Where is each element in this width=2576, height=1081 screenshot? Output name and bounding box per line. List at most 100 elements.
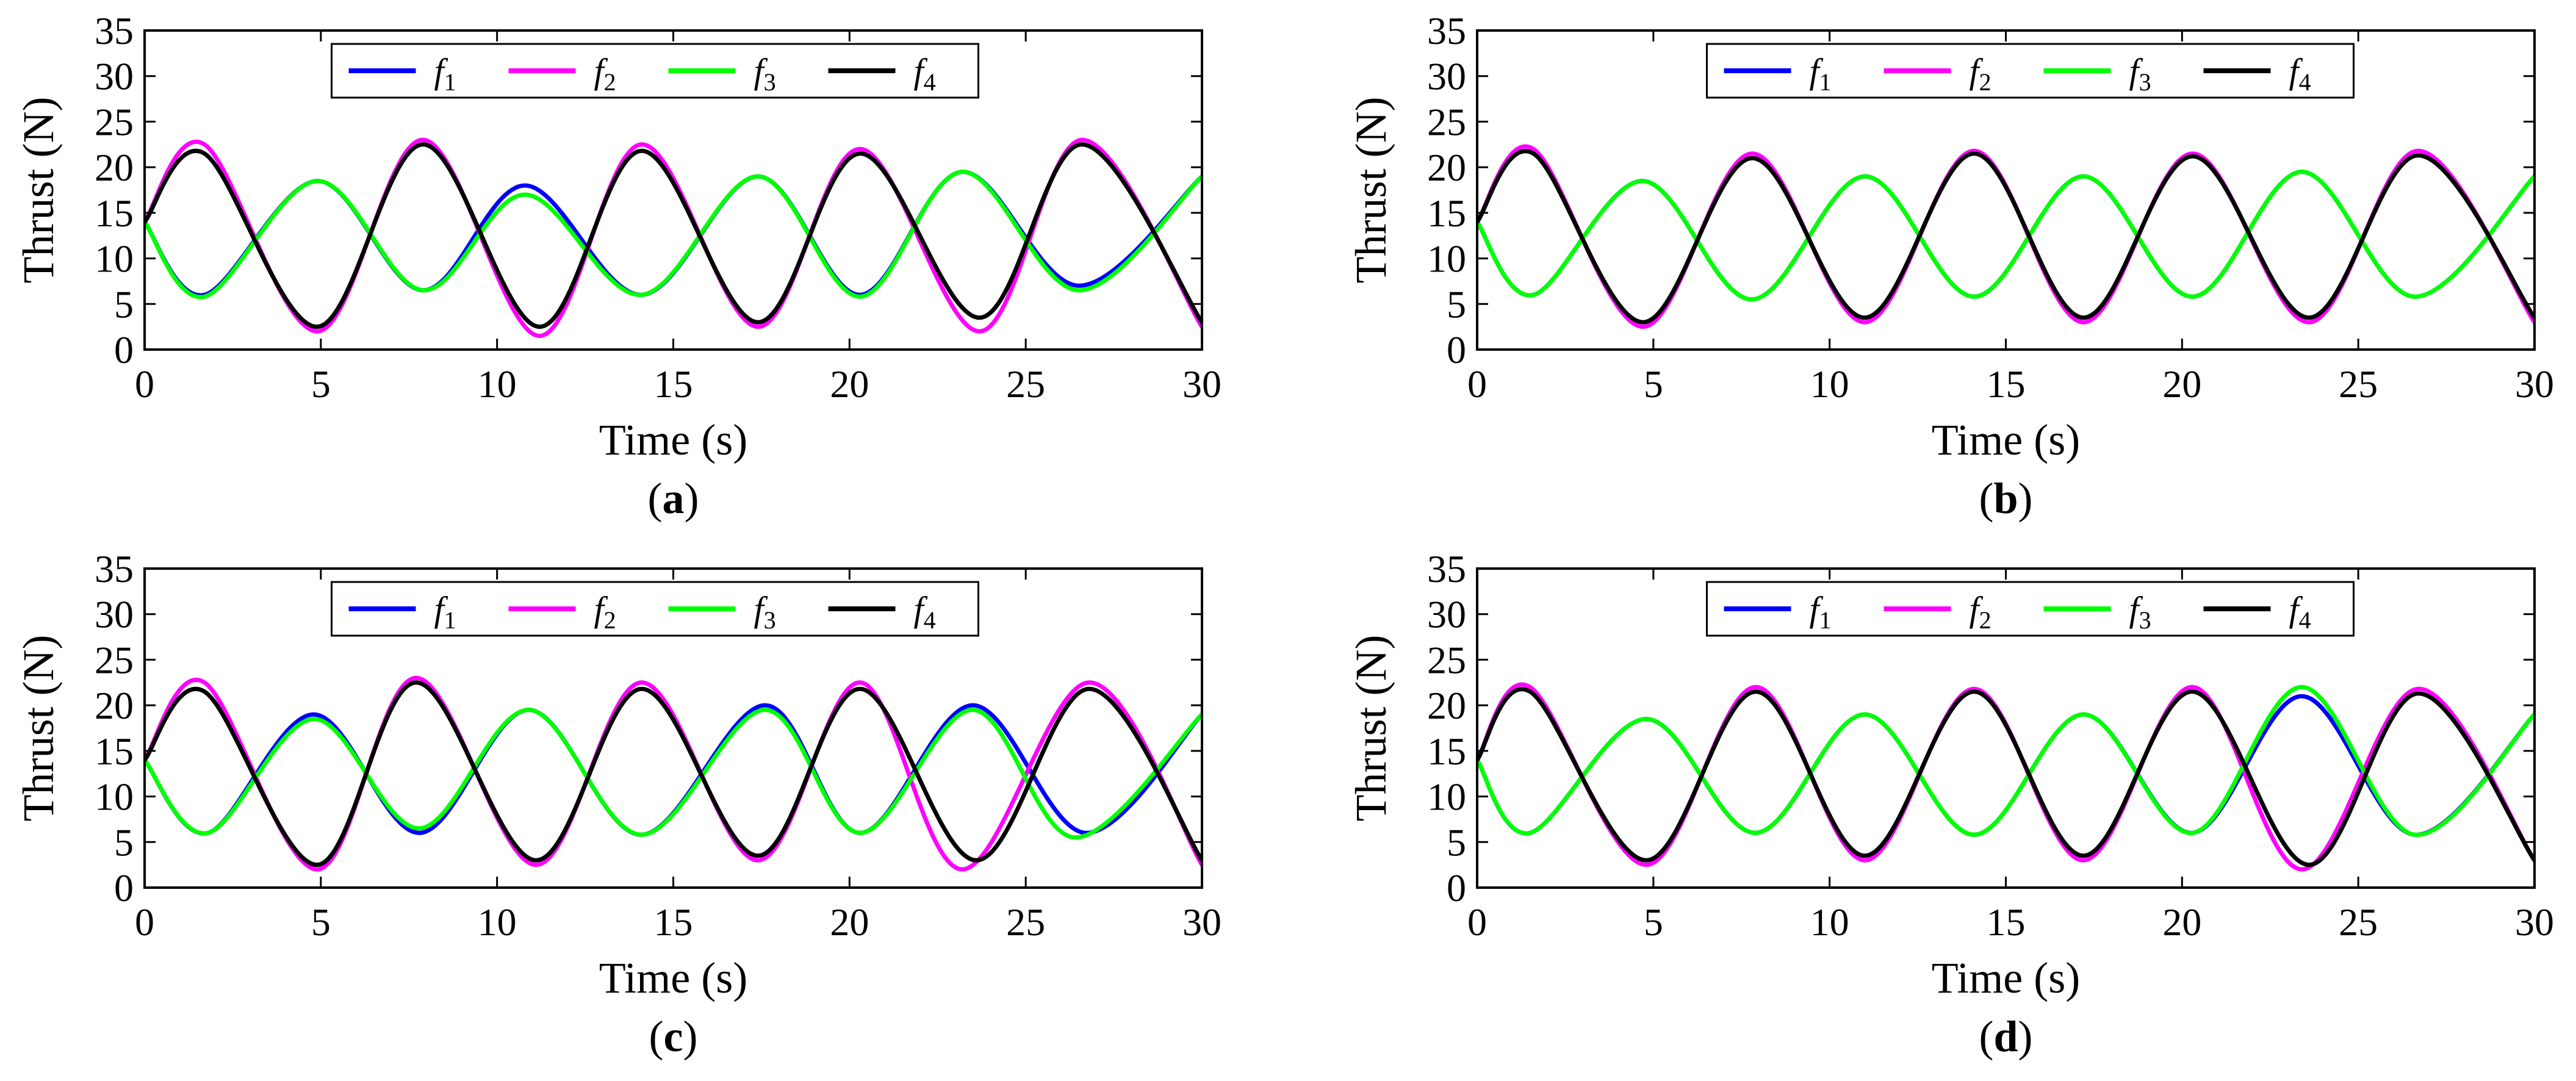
x-tick-label: 15 bbox=[1987, 900, 2026, 944]
y-tick-label: 15 bbox=[95, 192, 134, 235]
legend-box bbox=[331, 581, 979, 637]
x-axis-title: Time (s) bbox=[1932, 415, 2080, 464]
x-tick-label: 10 bbox=[1810, 362, 1849, 406]
x-tick-label: 5 bbox=[1644, 900, 1663, 944]
x-axis-title: Time (s) bbox=[599, 415, 747, 464]
legend-label-f1: f1 bbox=[1810, 51, 1832, 96]
series-line-f1 bbox=[1477, 694, 2535, 837]
x-tick-label: 25 bbox=[1006, 900, 1045, 944]
y-tick-label: 20 bbox=[95, 684, 134, 727]
y-tick-label: 10 bbox=[1427, 237, 1466, 281]
series-line-f2 bbox=[1477, 145, 2535, 329]
y-tick-label: 35 bbox=[1427, 9, 1466, 52]
y-tick-label: 20 bbox=[1427, 146, 1466, 189]
x-tick-label: 5 bbox=[311, 362, 331, 406]
series-group bbox=[145, 675, 1202, 872]
x-tick-label: 25 bbox=[1006, 362, 1045, 406]
y-tick-label: 15 bbox=[95, 730, 134, 773]
y-tick-label: 10 bbox=[1427, 775, 1466, 819]
series-group bbox=[1477, 683, 2535, 872]
x-tick-label: 10 bbox=[478, 900, 517, 944]
y-tick-label: 30 bbox=[1427, 593, 1466, 636]
x-tick-label: 20 bbox=[830, 900, 869, 944]
y-tick-label: 25 bbox=[95, 100, 134, 143]
panel-caption: (a) bbox=[648, 474, 699, 523]
series-line-f4 bbox=[1477, 149, 2535, 325]
y-axis-title: Thrust (N) bbox=[14, 635, 63, 822]
y-tick-label: 20 bbox=[95, 146, 134, 189]
x-tick-label: 25 bbox=[2339, 362, 2378, 406]
x-tick-label: 25 bbox=[2339, 900, 2378, 944]
series-line-f4 bbox=[145, 680, 1202, 867]
x-tick-label: 10 bbox=[478, 362, 517, 406]
series-line-f3 bbox=[1477, 684, 2535, 837]
x-tick-label: 30 bbox=[1182, 900, 1221, 944]
y-tick-label: 15 bbox=[1427, 730, 1466, 773]
y-tick-label: 35 bbox=[1427, 547, 1466, 591]
x-tick-label: 15 bbox=[654, 900, 693, 944]
y-tick-label: 30 bbox=[95, 593, 134, 636]
x-tick-label: 20 bbox=[2162, 900, 2201, 944]
y-axis-title: Thrust (N) bbox=[1347, 635, 1395, 822]
legend: f1 f2 f3 f4 bbox=[331, 43, 979, 99]
series-group bbox=[1477, 145, 2535, 329]
series-line-f4 bbox=[1477, 687, 2535, 867]
series-line-f2 bbox=[1477, 683, 2535, 872]
x-tick-label: 15 bbox=[654, 362, 693, 406]
x-tick-label: 20 bbox=[830, 362, 869, 406]
panel-caption: (d) bbox=[1979, 1012, 2032, 1061]
y-tick-label: 5 bbox=[114, 282, 134, 326]
legend: f1 f2 f3 f4 bbox=[1706, 43, 2355, 99]
series-line-f3 bbox=[145, 170, 1202, 300]
y-tick-label: 5 bbox=[114, 821, 134, 864]
y-tick-label: 0 bbox=[114, 328, 134, 372]
y-tick-label: 35 bbox=[95, 9, 134, 52]
y-tick-label: 35 bbox=[95, 547, 134, 591]
y-tick-label: 5 bbox=[1447, 282, 1466, 326]
series-line-f4 bbox=[145, 142, 1202, 329]
y-tick-label: 30 bbox=[95, 55, 134, 98]
y-tick-label: 20 bbox=[1427, 684, 1466, 727]
x-tick-label: 0 bbox=[135, 900, 154, 944]
y-tick-label: 10 bbox=[95, 237, 134, 281]
y-tick-label: 15 bbox=[1427, 192, 1466, 235]
y-axis-title: Thrust (N) bbox=[1347, 97, 1395, 284]
series-line-f1 bbox=[145, 170, 1202, 298]
y-tick-label: 10 bbox=[95, 775, 134, 819]
x-tick-label: 20 bbox=[2162, 362, 2201, 406]
series-group bbox=[145, 137, 1202, 339]
series-line-f2 bbox=[145, 675, 1202, 872]
x-tick-label: 10 bbox=[1810, 900, 1849, 944]
x-tick-label: 30 bbox=[1182, 362, 1221, 406]
x-tick-label: 5 bbox=[311, 900, 331, 944]
y-tick-label: 5 bbox=[1447, 821, 1466, 864]
x-tick-label: 0 bbox=[1467, 362, 1487, 406]
legend: f1 f2 f3 f4 bbox=[331, 581, 979, 637]
x-tick-label: 5 bbox=[1644, 362, 1663, 406]
x-axis-title: Time (s) bbox=[1932, 954, 2080, 1002]
x-tick-label: 30 bbox=[2515, 900, 2554, 944]
x-tick-label: 0 bbox=[135, 362, 154, 406]
x-tick-label: 30 bbox=[2515, 362, 2554, 406]
legend: f1 f2 f3 f4 bbox=[1706, 581, 2355, 637]
y-tick-label: 0 bbox=[114, 866, 134, 910]
y-tick-label: 30 bbox=[1427, 55, 1466, 98]
x-tick-label: 0 bbox=[1467, 900, 1487, 944]
panel-caption: (b) bbox=[1979, 474, 2032, 523]
y-axis-title: Thrust (N) bbox=[14, 97, 63, 284]
series-line-f3 bbox=[145, 708, 1202, 840]
y-tick-label: 25 bbox=[1427, 100, 1466, 143]
series-line-f2 bbox=[145, 137, 1202, 339]
y-tick-label: 25 bbox=[1427, 638, 1466, 681]
series-line-f3 bbox=[1477, 170, 2535, 302]
y-tick-label: 25 bbox=[95, 638, 134, 681]
x-tick-label: 15 bbox=[1987, 362, 2026, 406]
y-tick-label: 0 bbox=[1447, 866, 1466, 910]
y-tick-label: 0 bbox=[1447, 328, 1466, 372]
x-axis-title: Time (s) bbox=[599, 954, 747, 1002]
